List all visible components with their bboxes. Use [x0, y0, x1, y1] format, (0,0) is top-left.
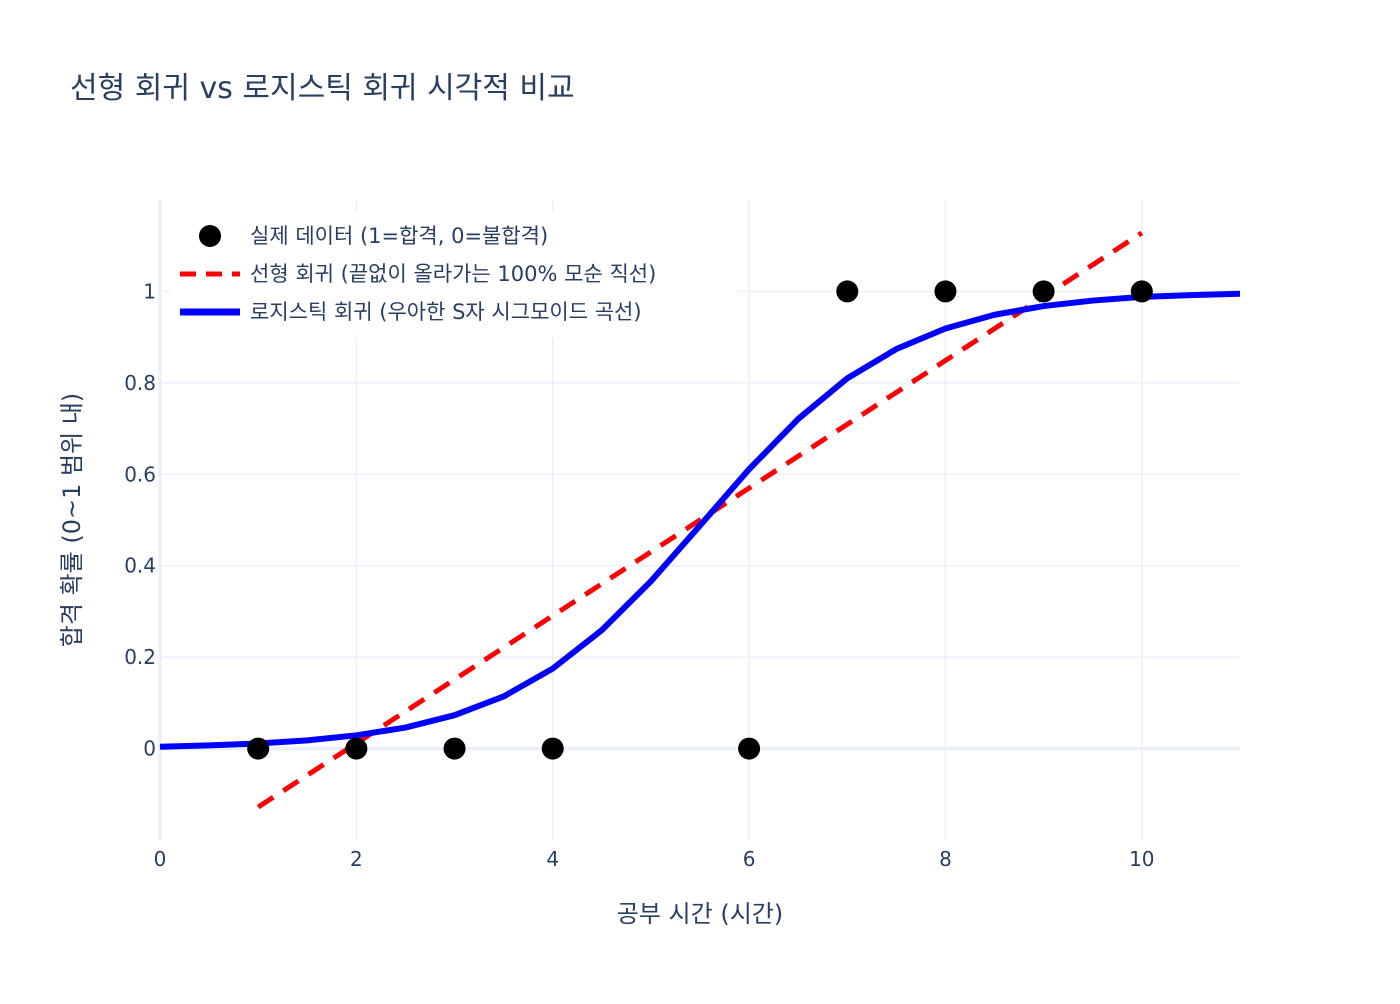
chart-title: 선형 회귀 vs 로지스틱 회귀 시각적 비교	[70, 71, 575, 106]
x-tick-label: 0	[154, 847, 167, 871]
legend-item[interactable]: 로지스틱 회귀 (우아한 S자 시그모이드 곡선)	[180, 300, 642, 324]
logistic-regression-curve	[160, 290, 1240, 750]
x-tick-label: 6	[743, 847, 756, 871]
legend-item[interactable]: 실제 데이터 (1=합격, 0=불합격)	[199, 224, 548, 248]
x-tick-label: 2	[350, 847, 363, 871]
data-point	[1032, 280, 1055, 303]
x-tick-label: 10	[1129, 847, 1154, 871]
legend-label: 선형 회귀 (끝없이 올라가는 100% 모순 직선)	[250, 262, 656, 286]
legend-marker	[199, 225, 221, 247]
data-point	[1130, 280, 1153, 303]
legend-item[interactable]: 선형 회귀 (끝없이 올라가는 100% 모순 직선)	[180, 262, 656, 286]
linear-regression-line	[256, 230, 1144, 810]
legend-label: 로지스틱 회귀 (우아한 S자 시그모이드 곡선)	[250, 300, 642, 324]
x-tick-label: 8	[939, 847, 952, 871]
data-point	[541, 737, 564, 760]
legend[interactable]: 실제 데이터 (1=합격, 0=불합격) 선형 회귀 (끝없이 올라가는 100%…	[170, 212, 738, 338]
data-point	[345, 737, 368, 760]
y-tick-label: 0	[143, 737, 156, 761]
y-tick-label: 1	[143, 279, 156, 303]
x-tick-label: 4	[546, 847, 559, 871]
legend-label: 실제 데이터 (1=합격, 0=불합격)	[250, 224, 548, 248]
y-tick-label: 0.2	[124, 645, 156, 669]
data-point	[934, 280, 957, 303]
data-point	[738, 737, 761, 760]
data-point	[836, 280, 859, 303]
y-tick-label: 0.4	[124, 554, 156, 578]
y-axis-title: 합격 확률 (0~1 범위 내)	[58, 393, 86, 647]
data-point	[247, 737, 270, 760]
data-point	[443, 737, 466, 760]
series-layer	[160, 230, 1240, 810]
axis-layer: 0 2 4 6 8 10 0 0.2 0.4 0.6 0.8 1	[124, 279, 1154, 871]
y-tick-label: 0.6	[124, 462, 156, 486]
legend-background	[170, 212, 738, 338]
y-tick-label: 0.8	[124, 371, 156, 395]
x-axis-title: 공부 시간 (시간)	[617, 900, 783, 928]
